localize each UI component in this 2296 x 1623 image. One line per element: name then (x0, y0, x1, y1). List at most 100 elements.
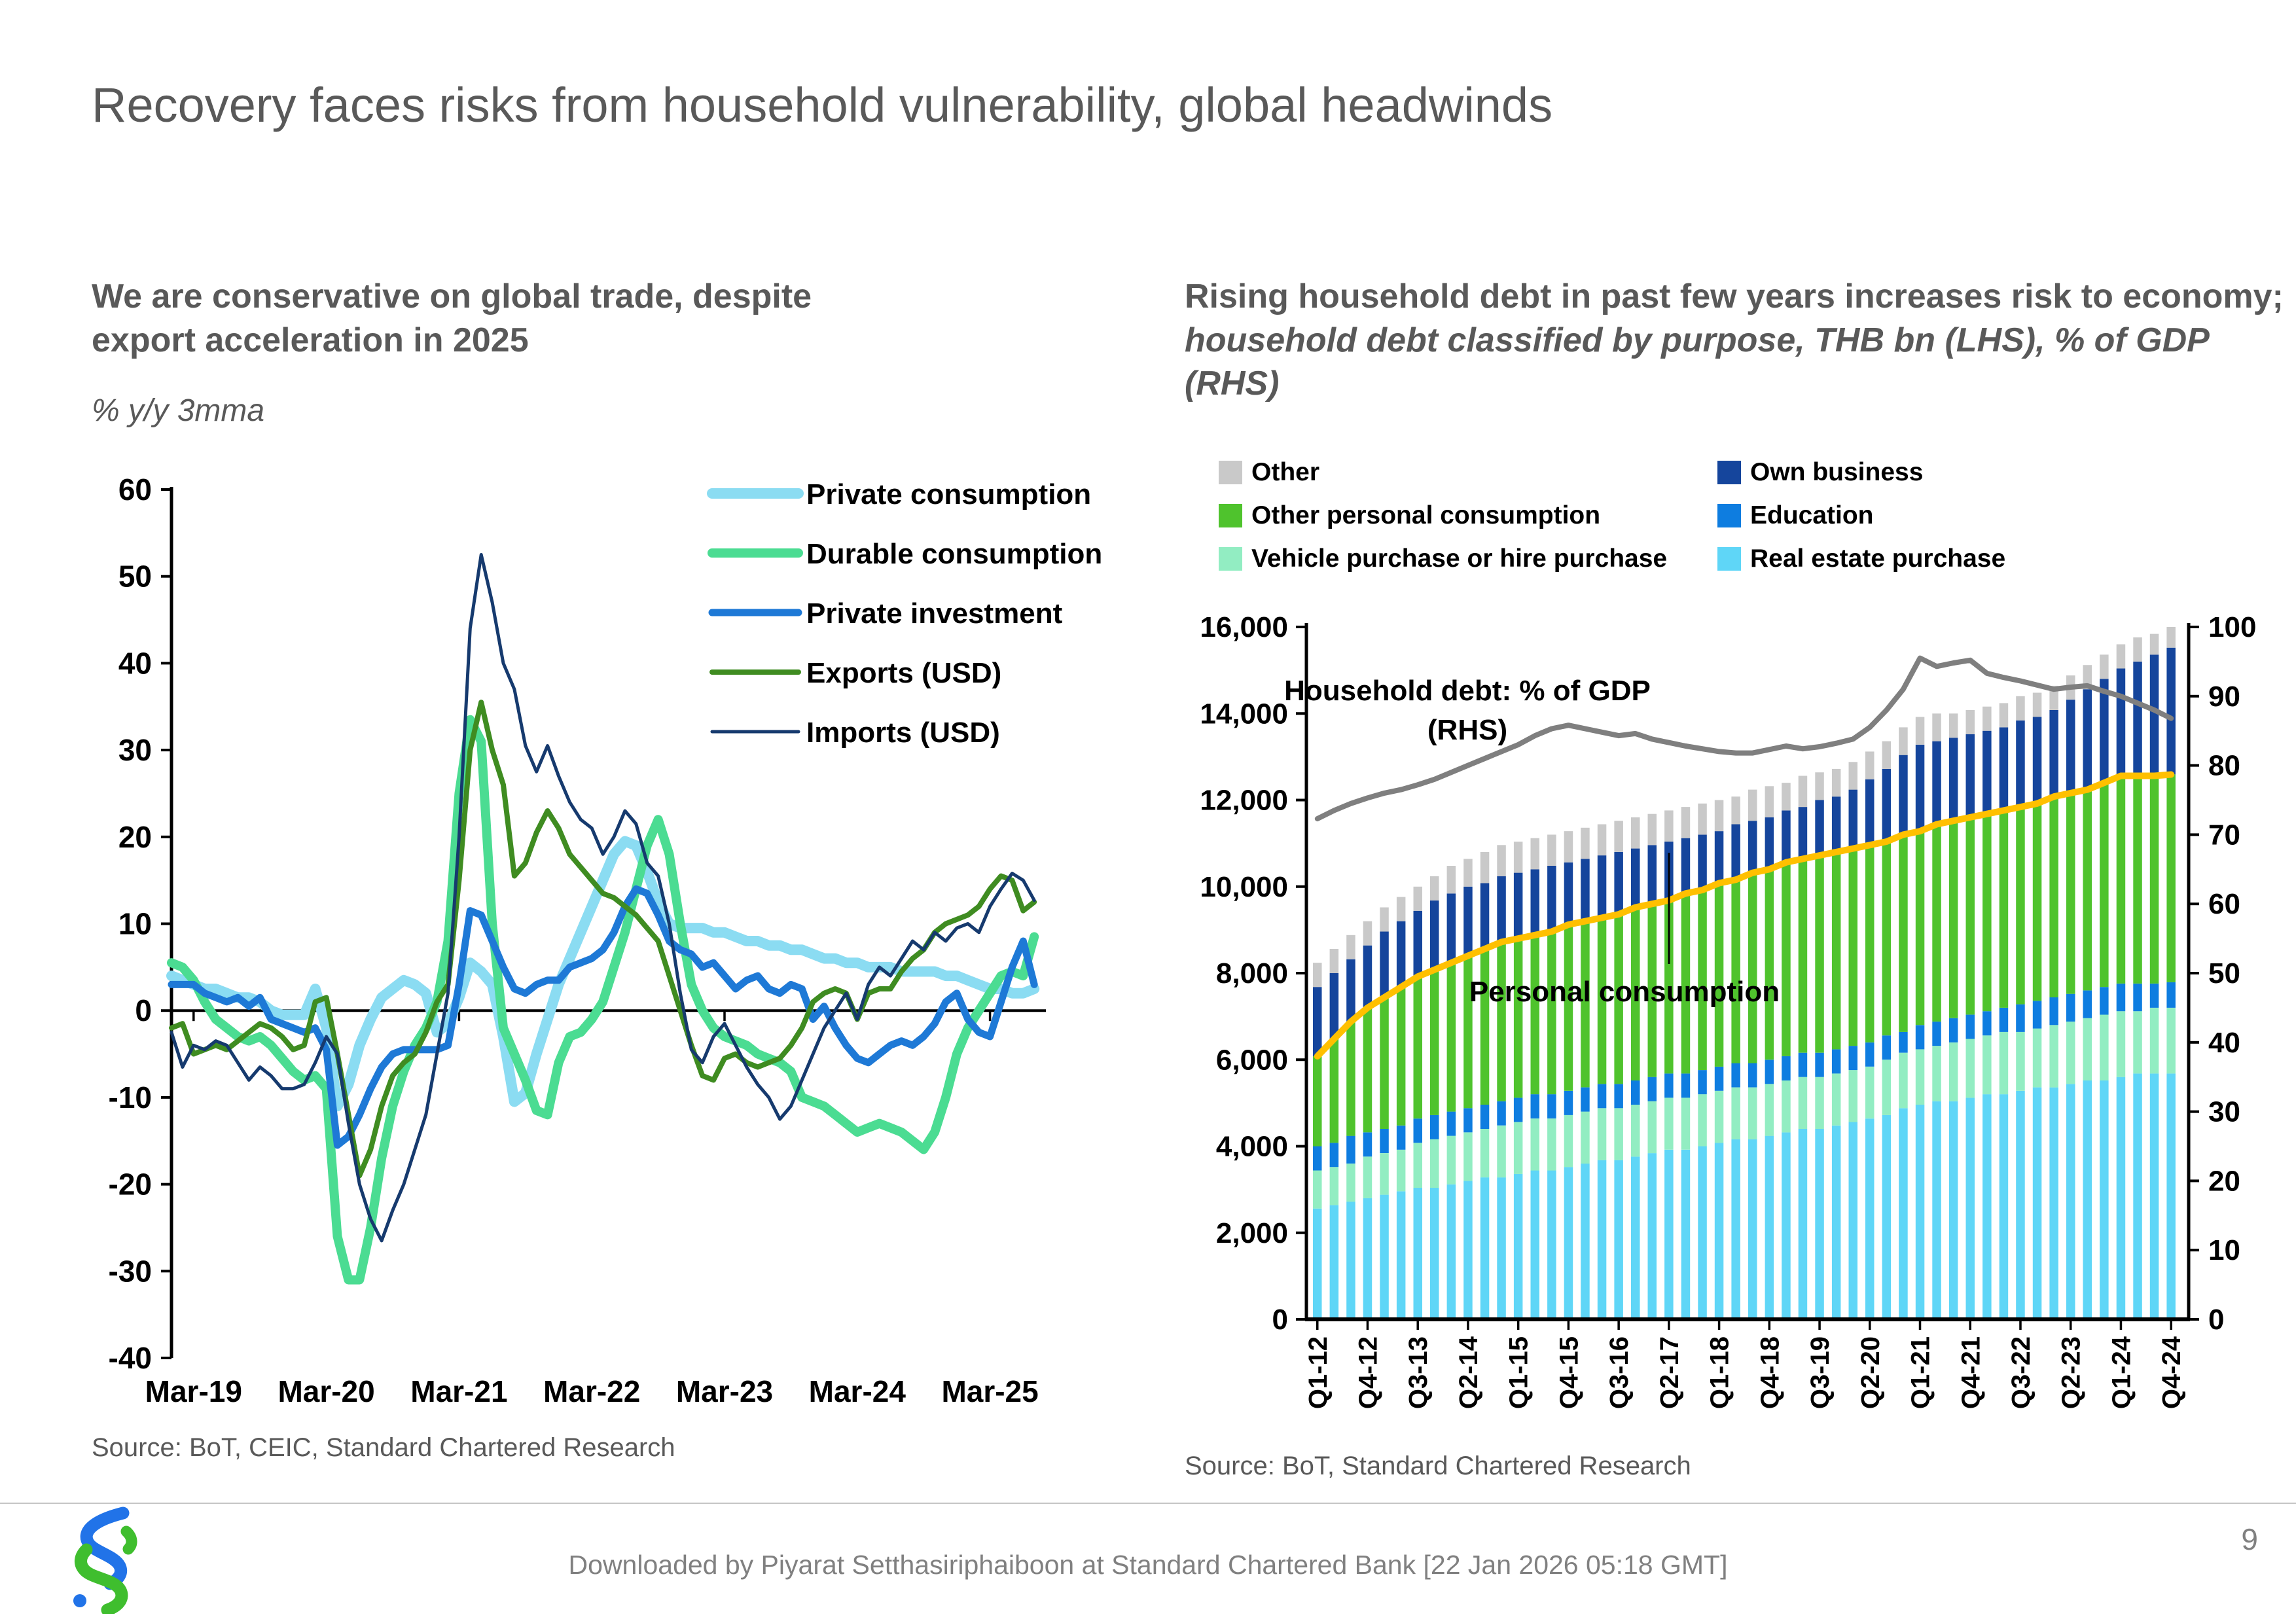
svg-text:100: 100 (2208, 611, 2256, 643)
svg-text:Exports (USD): Exports (USD) (806, 657, 1001, 689)
svg-text:50: 50 (118, 560, 152, 594)
svg-text:Q1-21: Q1-21 (1907, 1336, 1935, 1409)
svg-text:Q1-15: Q1-15 (1505, 1336, 1534, 1409)
left-chart-heading-line2: export acceleration in 2025 (92, 321, 529, 359)
svg-text:-30: -30 (109, 1254, 152, 1288)
svg-text:Mar-24: Mar-24 (809, 1374, 906, 1408)
svg-text:30: 30 (118, 733, 152, 767)
svg-text:20: 20 (2208, 1165, 2240, 1197)
svg-text:Private consumption: Private consumption (806, 478, 1091, 510)
right-chart-heading: Rising household debt in past few years … (1185, 275, 2296, 406)
svg-text:8,000: 8,000 (1216, 957, 1288, 990)
legend-color-chip (1717, 504, 1741, 527)
svg-text:30: 30 (2208, 1096, 2240, 1128)
svg-text:Q4-21: Q4-21 (1956, 1336, 1985, 1409)
svg-text:Mar-20: Mar-20 (278, 1374, 374, 1408)
right-stacked-bar-chart: 0 2,000 4,000 6,000 8,000 10,000 12,000 14,000 1… (1200, 611, 2256, 1409)
svg-text:Mar-23: Mar-23 (676, 1374, 773, 1408)
svg-text:40: 40 (2208, 1027, 2240, 1059)
svg-text:-10: -10 (109, 1080, 152, 1115)
legend-item: Vehicle purchase or hire purchase (1219, 544, 1717, 573)
legend-label: Vehicle purchase or hire purchase (1251, 544, 1668, 573)
legend-label: Real estate purchase (1750, 544, 2006, 573)
legend-label: Other personal consumption (1251, 501, 1601, 529)
page-title: Recovery faces risks from household vuln… (92, 78, 1553, 132)
legend-color-chip (1717, 547, 1741, 571)
svg-text:Mar-25: Mar-25 (941, 1374, 1038, 1408)
svg-text:Durable consumption: Durable consumption (806, 538, 1102, 570)
left-chart-subtitle: % y/y 3mma (92, 393, 265, 428)
svg-text:Q1-24: Q1-24 (2107, 1336, 2136, 1409)
svg-text:50: 50 (2208, 957, 2240, 990)
svg-text:Q2-14: Q2-14 (1454, 1336, 1483, 1409)
svg-text:-40: -40 (109, 1341, 152, 1375)
svg-text:40: 40 (118, 646, 152, 680)
svg-text:60: 60 (2208, 888, 2240, 920)
svg-text:Q1-12: Q1-12 (1304, 1336, 1333, 1409)
standard-chartered-logo (73, 1507, 137, 1614)
left-chart-source: Source: BoT, CEIC, Standard Chartered Re… (92, 1433, 675, 1462)
logo-blue-dot (73, 1594, 86, 1607)
svg-text:Q3-22: Q3-22 (2007, 1336, 2036, 1409)
svg-text:Q3-19: Q3-19 (1806, 1336, 1835, 1409)
svg-text:Mar-21: Mar-21 (410, 1374, 507, 1408)
left-chart-heading: We are conservative on global trade, des… (92, 275, 1113, 362)
svg-text:60: 60 (118, 473, 152, 507)
logo-blue-swoosh (80, 1507, 130, 1590)
svg-text:90: 90 (2208, 681, 2240, 713)
svg-text:70: 70 (2208, 819, 2240, 851)
svg-text:80: 80 (2208, 750, 2240, 782)
svg-text:12,000: 12,000 (1200, 785, 1288, 817)
svg-text:-20: -20 (109, 1168, 152, 1202)
legend-item: Education (1717, 501, 2254, 530)
svg-text:10,000: 10,000 (1200, 871, 1288, 903)
legend-color-chip (1219, 547, 1242, 571)
logo-green-hook (120, 1525, 137, 1555)
svg-text:Q2-17: Q2-17 (1655, 1336, 1684, 1409)
legend-color-chip (1219, 461, 1242, 484)
right-chart-legend: Other Own business Other personal consumpt… (1219, 458, 2254, 573)
svg-text:14,000: 14,000 (1200, 698, 1288, 730)
svg-text:0: 0 (2208, 1304, 2224, 1336)
svg-text:10: 10 (2208, 1234, 2240, 1266)
svg-text:Q4-24: Q4-24 (2157, 1336, 2186, 1409)
footer-download-stamp: Downloaded by Piyarat Setthasiriphaiboon… (568, 1550, 1728, 1580)
svg-text:20: 20 (118, 820, 152, 854)
legend-color-chip (1717, 461, 1741, 484)
svg-text:(RHS): (RHS) (1427, 714, 1507, 746)
legend-label: Own business (1750, 458, 1924, 486)
left-chart-heading-line1: We are conservative on global trade, des… (92, 277, 812, 315)
svg-text:Q1-18: Q1-18 (1706, 1336, 1734, 1409)
svg-text:Q4-12: Q4-12 (1354, 1336, 1382, 1409)
footer-divider (0, 1503, 2296, 1504)
page-number: 9 (2241, 1522, 2258, 1556)
svg-text:Household debt: % of GDP: Household debt: % of GDP (1284, 675, 1651, 707)
svg-text:10: 10 (118, 907, 152, 941)
legend-label: Education (1750, 501, 1874, 529)
svg-text:Imports (USD): Imports (USD) (806, 717, 1000, 749)
svg-text:Q3-13: Q3-13 (1404, 1336, 1433, 1409)
legend-label: Other (1251, 458, 1320, 486)
svg-text:Personal consumption: Personal consumption (1469, 976, 1780, 1008)
svg-text:Mar-19: Mar-19 (145, 1374, 242, 1408)
logo-green-swoosh (75, 1543, 128, 1614)
right-chart-heading-italic: household debt classified by purpose, TH… (1185, 321, 2208, 403)
svg-text:Private investment: Private investment (806, 597, 1063, 630)
svg-text:4,000: 4,000 (1216, 1131, 1288, 1163)
svg-text:Q3-16: Q3-16 (1605, 1336, 1634, 1409)
svg-text:6,000: 6,000 (1216, 1044, 1288, 1076)
legend-item: Own business (1717, 458, 2254, 487)
legend-item: Other personal consumption (1219, 501, 1717, 530)
legend-item: Other (1219, 458, 1717, 487)
svg-text:Q2-20: Q2-20 (1856, 1336, 1885, 1409)
svg-text:0: 0 (135, 993, 152, 1027)
svg-text:16,000: 16,000 (1200, 611, 1288, 643)
svg-text:Q4-15: Q4-15 (1554, 1336, 1583, 1409)
svg-text:0: 0 (1272, 1304, 1288, 1336)
right-chart-source: Source: BoT, Standard Chartered Research (1185, 1452, 1691, 1480)
legend-item: Real estate purchase (1717, 544, 2254, 573)
legend-color-chip (1219, 504, 1242, 527)
right-chart-heading-bold: Rising household debt in past few years … (1185, 277, 2284, 315)
